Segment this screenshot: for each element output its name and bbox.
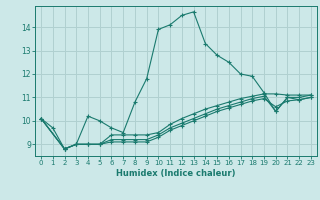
X-axis label: Humidex (Indice chaleur): Humidex (Indice chaleur) [116, 169, 236, 178]
